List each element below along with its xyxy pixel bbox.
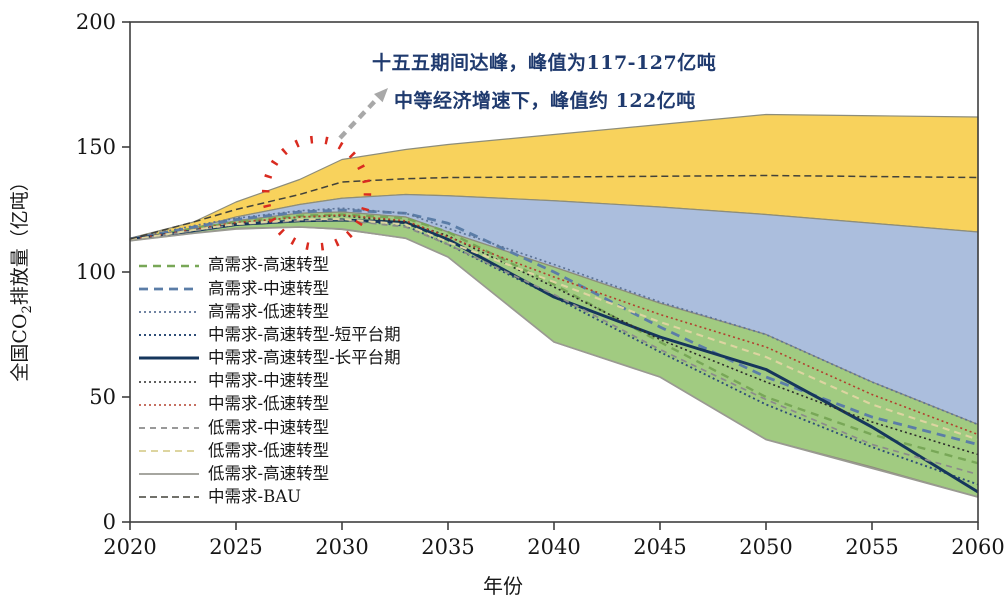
legend-label: 中需求-BAU xyxy=(208,487,302,507)
chart-legend: 高需求-高速转型 高需求-中速转型 高需求-低速转型中需求-高速转型-短平台期 中需求… xyxy=(138,254,401,509)
legend-line-swatch xyxy=(139,287,199,291)
legend-item-7: 低需求-中速转型 xyxy=(138,416,401,439)
x-tick-label: 2045 xyxy=(633,535,686,559)
y-axis-title-post: 排放量（亿吨） xyxy=(9,172,32,306)
peak-annotation-line1: 十五五期间达峰，峰值为117-127亿吨 xyxy=(372,52,717,74)
peak-highlight-circle xyxy=(261,135,372,251)
legend-line-swatch xyxy=(139,334,199,337)
legend-item-4: 中需求-高速转型-长平台期 xyxy=(138,347,401,370)
x-tick-label: 2025 xyxy=(209,535,262,559)
legend-line-swatch xyxy=(139,403,199,406)
annotation-arrow-head xyxy=(374,88,388,103)
series-line-10 xyxy=(129,174,979,240)
legend-label: 中需求-高速转型-长平台期 xyxy=(208,348,401,368)
x-tick-label: 2040 xyxy=(527,535,580,559)
y-axis-title: 全国CO2排放量（亿吨） xyxy=(5,77,35,477)
annotation-arrow-shaft xyxy=(338,99,377,140)
legend-line-swatch xyxy=(139,264,199,267)
legend-item-1: 高需求-中速转型 xyxy=(138,277,401,300)
x-tick-label: 2050 xyxy=(739,535,792,559)
x-tick-label: 2060 xyxy=(951,535,1004,559)
y-axis-title-subscript: 2 xyxy=(19,305,35,314)
legend-line-swatch xyxy=(139,311,199,313)
x-tick-label: 2055 xyxy=(845,535,898,559)
peak-annotation-line2: 中等经济增速下，峰值约 122亿吨 xyxy=(394,90,696,112)
legend-label: 低需求-中速转型 xyxy=(208,417,330,437)
legend-line-swatch xyxy=(139,427,199,429)
series-line-2 xyxy=(129,207,979,426)
legend-line-swatch xyxy=(139,496,199,499)
x-axis-title: 年份 xyxy=(483,574,523,598)
legend-line-swatch xyxy=(139,380,199,383)
x-tick-label: 2020 xyxy=(103,535,156,559)
legend-label: 中需求-低速转型 xyxy=(208,394,330,414)
y-tick-label: 0 xyxy=(103,510,116,534)
legend-item-8: 低需求-低速转型 xyxy=(138,440,401,463)
y-tick-label: 200 xyxy=(76,10,116,34)
series-line-6 xyxy=(129,214,979,436)
legend-label: 中需求-高速转型-短平台期 xyxy=(208,324,401,344)
legend-item-6: 中需求-低速转型 xyxy=(138,393,401,416)
legend-label: 高需求-中速转型 xyxy=(208,278,330,298)
x-tick-label: 2030 xyxy=(315,535,368,559)
legend-line-swatch xyxy=(139,450,199,453)
legend-label: 高需求-高速转型 xyxy=(208,255,330,275)
series-line-8 xyxy=(129,217,979,441)
legend-label: 低需求-低速转型 xyxy=(208,440,330,460)
legend-item-3: 中需求-高速转型-短平台期 xyxy=(138,324,401,347)
series-line-9 xyxy=(129,226,979,498)
legend-label: 高需求-低速转型 xyxy=(208,301,330,321)
x-tick-label: 2035 xyxy=(421,535,474,559)
y-tick-label: 100 xyxy=(76,260,116,284)
legend-label: 中需求-中速转型 xyxy=(208,371,330,391)
y-tick-label: 50 xyxy=(89,385,116,409)
legend-item-0: 高需求-高速转型 xyxy=(138,254,401,277)
legend-line-swatch xyxy=(139,473,199,476)
legend-item-2: 高需求-低速转型 xyxy=(138,300,401,323)
legend-label: 低需求-高速转型 xyxy=(208,464,330,484)
legend-line-swatch xyxy=(139,356,199,360)
legend-item-10: 中需求-BAU xyxy=(138,486,401,509)
y-tick-label: 150 xyxy=(76,135,116,159)
series-line-1 xyxy=(129,208,979,446)
legend-item-9: 低需求-高速转型 xyxy=(138,463,401,486)
legend-item-5: 中需求-中速转型 xyxy=(138,370,401,393)
y-axis-title-pre: 全国CO xyxy=(9,313,32,382)
